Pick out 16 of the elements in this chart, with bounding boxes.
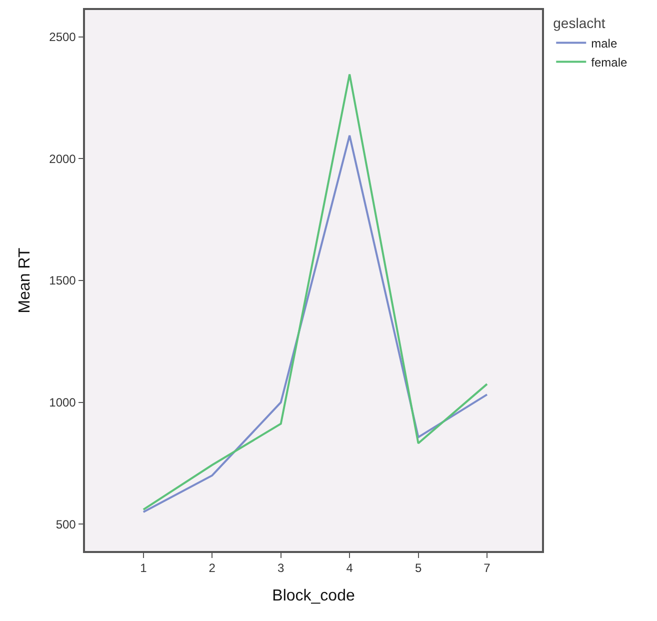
x-tick-label: 7 xyxy=(484,561,491,576)
y-tick-label: 2000 xyxy=(49,152,76,166)
legend-label: female xyxy=(591,55,628,70)
x-tick-label: 3 xyxy=(278,561,285,576)
y-tick-label: 500 xyxy=(56,517,76,532)
y-tick-label: 1000 xyxy=(49,396,76,410)
y-tick-label: 1500 xyxy=(49,274,76,288)
y-axis-title: Mean RT xyxy=(16,248,34,314)
x-tick-label: 5 xyxy=(414,561,422,576)
y-tick-label: 2500 xyxy=(49,30,76,44)
x-axis-title: Block_code xyxy=(272,587,355,604)
x-tick-label: 4 xyxy=(346,561,354,576)
x-tick-label: 2 xyxy=(208,561,216,576)
x-tick-label: 1 xyxy=(140,561,148,576)
legend-label: male xyxy=(591,36,618,50)
legend-title: geslacht xyxy=(553,15,606,32)
